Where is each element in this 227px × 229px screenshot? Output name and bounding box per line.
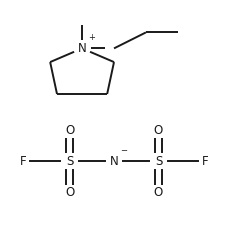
Text: S: S: [66, 155, 73, 168]
Text: N: N: [109, 155, 118, 168]
Text: F: F: [19, 155, 26, 168]
Text: O: O: [65, 185, 74, 199]
Text: S: S: [154, 155, 161, 168]
Text: +: +: [88, 33, 95, 42]
Text: F: F: [201, 155, 208, 168]
Text: N: N: [77, 42, 86, 55]
Text: −: −: [120, 147, 127, 155]
Text: O: O: [153, 124, 162, 137]
Text: O: O: [65, 124, 74, 137]
Text: O: O: [153, 185, 162, 199]
